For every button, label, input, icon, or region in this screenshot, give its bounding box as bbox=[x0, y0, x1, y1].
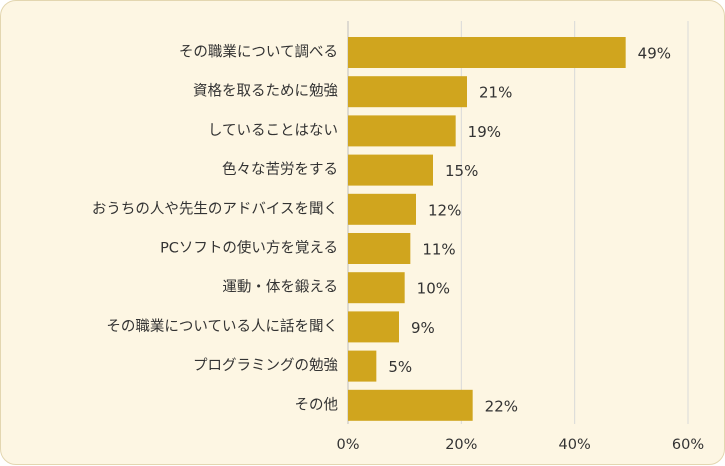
value-label: 9% bbox=[411, 319, 435, 337]
bar bbox=[348, 115, 456, 147]
x-tick-label: 20% bbox=[445, 437, 477, 453]
bars bbox=[348, 37, 626, 421]
bar bbox=[348, 311, 399, 343]
category-label: 色々な苦労をする bbox=[222, 161, 338, 178]
category-label: プログラミングの勉強 bbox=[193, 357, 338, 374]
value-label: 15% bbox=[445, 162, 478, 180]
bar bbox=[348, 76, 467, 108]
x-tick-label: 40% bbox=[559, 437, 591, 453]
x-tick-label: 0% bbox=[336, 437, 359, 453]
bar bbox=[348, 37, 626, 68]
category-labels: その職業について調べる資格を取るために勉強していることはない色々な苦労をするおう… bbox=[92, 44, 339, 414]
value-label: 49% bbox=[638, 45, 671, 63]
value-label: 12% bbox=[428, 201, 461, 219]
category-label: していることはない bbox=[208, 122, 338, 139]
category-label: その職業についている人に話を聞く bbox=[106, 318, 338, 335]
category-label: その職業について調べる bbox=[179, 44, 338, 61]
value-label: 19% bbox=[468, 123, 501, 141]
value-label: 21% bbox=[479, 84, 512, 102]
value-label: 22% bbox=[485, 397, 518, 415]
x-tick-label: 60% bbox=[672, 437, 704, 453]
category-label: おうちの人や先生のアドバイスを聞く bbox=[92, 200, 338, 217]
value-label: 10% bbox=[417, 280, 450, 298]
bar bbox=[348, 193, 416, 225]
value-label: 5% bbox=[388, 358, 412, 376]
value-labels: 49% 21% 19% 15% 12% 11% 10% 9% 5% 22% bbox=[388, 45, 671, 416]
bar bbox=[348, 272, 405, 304]
x-axis-ticks: 0% 20% 40% 60% bbox=[336, 437, 704, 453]
bar bbox=[348, 154, 433, 186]
bar bbox=[348, 389, 473, 421]
category-label: その他 bbox=[295, 396, 339, 413]
bar bbox=[348, 350, 377, 382]
bar bbox=[348, 233, 411, 264]
category-label: 運動・体を鍛える bbox=[222, 279, 338, 296]
value-label: 11% bbox=[422, 241, 455, 259]
category-label: 資格を取るために勉強 bbox=[193, 83, 338, 100]
category-label: PCソフトの使い方を覚える bbox=[160, 240, 338, 257]
